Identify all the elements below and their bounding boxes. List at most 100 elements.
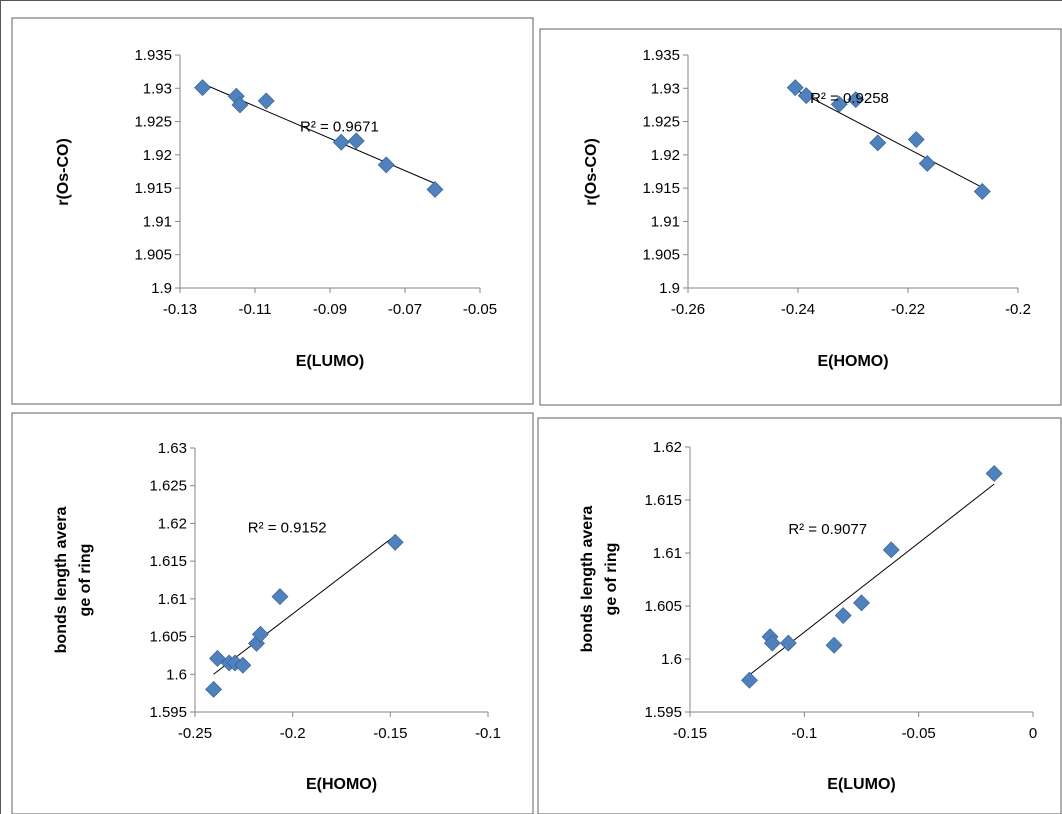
- data-point: [985, 465, 1003, 482]
- trendline: [213, 535, 396, 675]
- y-tick-label: 1.595: [149, 704, 187, 721]
- y-tick-label: 1.605: [149, 629, 187, 646]
- data-point: [834, 607, 852, 624]
- x-tick-label: -0.2: [1005, 301, 1031, 318]
- x-tick-label: -0.05: [463, 301, 497, 318]
- data-point: [869, 134, 887, 152]
- x-tick-label: -0.13: [163, 301, 197, 318]
- y-tick-label: 1.93: [651, 80, 680, 97]
- data-point: [763, 634, 781, 652]
- data-point: [426, 181, 444, 198]
- x-tick-label: -0.1: [475, 725, 501, 742]
- chart-bottom-left: 1.595 1.6 1.605 1.61 1.615 1.62 1.625 1.63 -0.25…: [53, 440, 501, 793]
- data-point: [231, 96, 249, 114]
- data-point: [918, 155, 936, 172]
- data-point: [779, 634, 797, 652]
- r-squared-label: R² = 0.9077: [788, 521, 867, 538]
- y-tick-label: 1.595: [644, 704, 682, 721]
- data-point: [194, 79, 211, 97]
- x-tick-label: -0.25: [178, 725, 212, 742]
- chart-top-left: 1.9 1.905 1.91 1.915 1.92 1.925 1.93 1.935 -0.13…: [55, 47, 497, 370]
- y-axis-title: ge of ring: [603, 543, 620, 616]
- x-tick-label: -0.24: [781, 301, 815, 318]
- data-point: [830, 95, 848, 113]
- y-tick-label: 1.615: [644, 492, 682, 509]
- y-tick-label: 1.905: [134, 247, 172, 264]
- chart-top-right: 1.9 1.905 1.91 1.915 1.92 1.925 1.93 1.935 -0.26…: [583, 47, 1031, 370]
- panel-bottom-right-border: [537, 417, 1062, 814]
- y-axis-title: r(Os-CO): [55, 138, 72, 206]
- y-tick-label: 1.61: [158, 591, 187, 608]
- y-axis-title: bonds length avera: [579, 506, 596, 653]
- x-axis-title: E(LUMO): [827, 776, 895, 793]
- x-tick-label: -0.11: [238, 301, 271, 318]
- y-tick-label: 1.915: [134, 180, 172, 197]
- y-tick-label: 1.925: [642, 114, 680, 131]
- y-tick-label: 1.62: [653, 439, 682, 456]
- y-tick-label: 1.905: [642, 247, 680, 264]
- data-point: [332, 133, 350, 151]
- x-tick-label: -0.2: [280, 725, 306, 742]
- x-tick-label: -0.22: [891, 301, 925, 318]
- y-tick-label: 1.61: [653, 545, 682, 562]
- y-tick-label: 1.6: [661, 651, 682, 668]
- y-tick-label: 1.62: [158, 515, 187, 532]
- x-tick-label: -0.15: [673, 725, 707, 742]
- x-axis-title: E(LUMO): [296, 353, 364, 370]
- r-squared-label: R² = 0.9258: [810, 90, 889, 107]
- data-point: [825, 636, 843, 654]
- y-tick-label: 1.935: [134, 47, 172, 64]
- panel-top-left-border: [11, 17, 534, 405]
- data-point: [234, 656, 252, 674]
- y-tick-label: 1.615: [149, 553, 187, 570]
- x-axis-title: E(HOMO): [306, 776, 377, 793]
- y-tick-label: 1.605: [644, 598, 682, 615]
- y-tick-label: 1.935: [642, 47, 680, 64]
- data-point: [741, 671, 758, 689]
- y-tick-label: 1.92: [651, 147, 680, 164]
- x-tick-label: -0.07: [388, 301, 422, 318]
- data-point: [853, 594, 870, 612]
- data-point: [973, 183, 991, 200]
- data-point: [205, 680, 222, 698]
- data-point: [786, 79, 804, 97]
- data-point: [907, 131, 925, 148]
- data-point: [386, 533, 404, 551]
- r-squared-label: R² = 0.9152: [248, 519, 327, 536]
- y-tick-label: 1.63: [158, 440, 187, 457]
- y-axis-title: r(Os-CO): [583, 138, 600, 206]
- data-point: [882, 541, 900, 559]
- panel-top-right-border: [539, 28, 1062, 406]
- x-axis-title: E(HOMO): [817, 353, 888, 370]
- data-point: [252, 625, 269, 643]
- trendline: [795, 89, 983, 188]
- data-point: [377, 156, 395, 174]
- x-tick-label: 0: [1029, 725, 1037, 742]
- data-point: [347, 132, 365, 150]
- y-tick-label: 1.915: [642, 180, 680, 197]
- r-squared-label: R² = 0.9671: [300, 119, 379, 136]
- y-axis-title: bonds length avera: [53, 507, 70, 654]
- x-tick-label: -0.05: [902, 725, 936, 742]
- y-tick-label: 1.625: [149, 478, 187, 495]
- data-point: [271, 588, 289, 606]
- y-axis-title: ge of ring: [77, 544, 94, 617]
- data-point: [797, 87, 815, 105]
- y-tick-label: 1.92: [143, 147, 172, 164]
- y-tick-label: 1.925: [134, 114, 172, 131]
- data-point: [847, 91, 865, 109]
- data-point: [257, 92, 275, 110]
- y-tick-label: 1.6: [166, 666, 187, 683]
- x-tick-label: -0.1: [791, 725, 817, 742]
- chart-bottom-right: 1.595 1.6 1.605 1.61 1.615 1.62 -0.15 -0.1 -0.05…: [579, 439, 1037, 793]
- y-tick-label: 1.9: [151, 280, 172, 297]
- y-tick-label: 1.9: [659, 280, 680, 297]
- panel-bottom-left-border: [11, 412, 534, 814]
- x-tick-label: -0.26: [671, 301, 705, 318]
- x-tick-label: -0.15: [373, 725, 407, 742]
- x-tick-label: -0.09: [313, 301, 347, 318]
- y-tick-label: 1.91: [143, 213, 172, 230]
- y-tick-label: 1.93: [143, 80, 172, 97]
